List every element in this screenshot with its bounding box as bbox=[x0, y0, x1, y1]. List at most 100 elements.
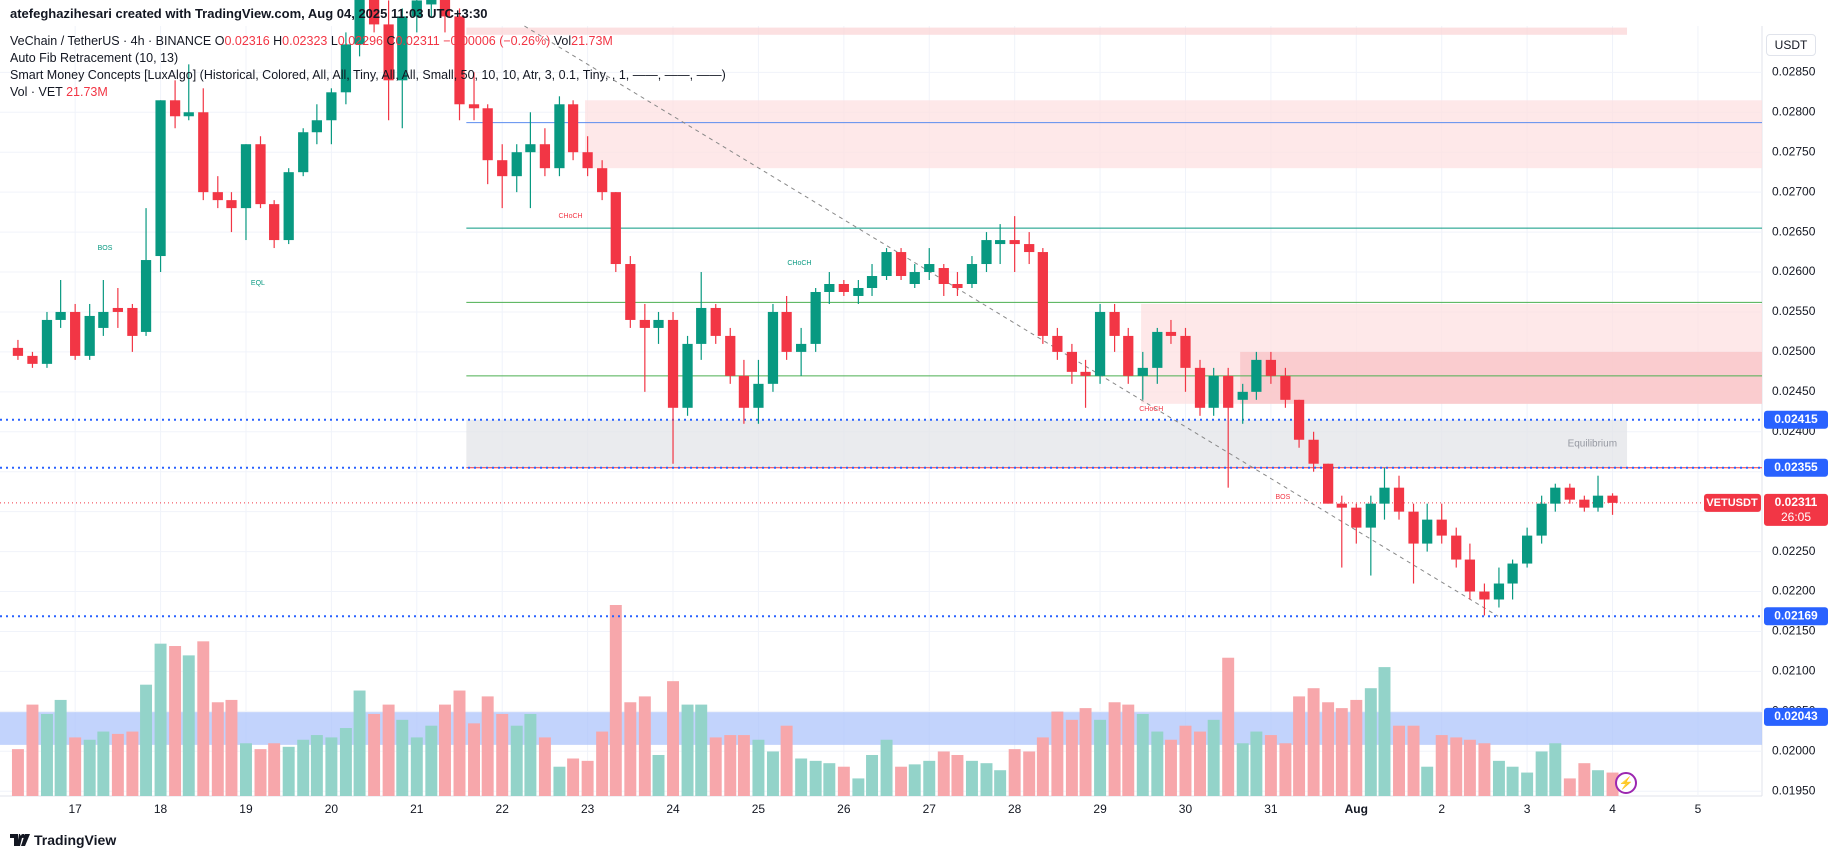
candle-body bbox=[1123, 335, 1134, 376]
candle-body bbox=[1037, 252, 1048, 336]
candle-body bbox=[1536, 503, 1547, 536]
countdown: 26:05 bbox=[1781, 510, 1811, 524]
price-tag: 0.02415 bbox=[1774, 412, 1818, 426]
currency[interactable]: USDT bbox=[1766, 34, 1816, 56]
x-tick-label: 25 bbox=[752, 802, 766, 816]
candle-body bbox=[1479, 591, 1490, 600]
volume-bar bbox=[980, 763, 993, 796]
candle-body bbox=[340, 44, 352, 93]
candle-body bbox=[1464, 559, 1476, 592]
legend-main: VeChain / TetherUS · 4h · BINANCE O0.023… bbox=[10, 34, 613, 48]
candle-body bbox=[1607, 495, 1618, 503]
volume-bar bbox=[40, 713, 53, 796]
volume-bar bbox=[1307, 688, 1320, 796]
volume-bar bbox=[154, 643, 167, 796]
volume-bar bbox=[496, 713, 509, 796]
volume-bar bbox=[1264, 735, 1277, 796]
volume-bar bbox=[410, 737, 423, 796]
ohlc-label: H bbox=[273, 34, 283, 48]
volume-bar bbox=[1250, 731, 1263, 796]
price-tag-box bbox=[1764, 493, 1828, 526]
candle-body bbox=[1365, 503, 1376, 528]
volume-bar bbox=[809, 760, 822, 796]
zone bbox=[466, 27, 1628, 35]
price-tag-box bbox=[1764, 607, 1828, 626]
candle-body bbox=[298, 132, 309, 173]
candle-body bbox=[354, 0, 365, 45]
candle-body bbox=[1208, 375, 1219, 408]
volume-bar bbox=[1094, 719, 1107, 796]
volume-bar bbox=[823, 763, 836, 796]
candle-body bbox=[1194, 367, 1206, 408]
volume-bar bbox=[353, 690, 366, 796]
x-tick-label: 17 bbox=[68, 802, 82, 816]
candle-body bbox=[112, 307, 123, 312]
volume-bar bbox=[83, 739, 96, 796]
candle-body bbox=[1308, 439, 1319, 464]
alert-icon[interactable]: ⚡ bbox=[1615, 772, 1637, 794]
candle-body bbox=[1109, 311, 1120, 336]
candle-body bbox=[397, 16, 408, 81]
volume-bar bbox=[1122, 704, 1135, 796]
candle-body bbox=[1052, 335, 1063, 352]
volume-bar bbox=[211, 702, 224, 796]
candle-body bbox=[966, 264, 978, 284]
candle-body bbox=[1180, 335, 1191, 368]
annotation: EQL bbox=[251, 280, 265, 287]
candle-body bbox=[1436, 519, 1447, 536]
volume-bar bbox=[524, 713, 537, 796]
candle-body bbox=[810, 291, 821, 344]
candle-body bbox=[1550, 487, 1561, 504]
candle-body bbox=[1521, 535, 1533, 564]
y-tick-label: 0.02550 bbox=[1772, 304, 1816, 318]
volume-bar bbox=[325, 737, 338, 796]
x-tick-label: 23 bbox=[581, 802, 595, 816]
candle-body bbox=[710, 307, 721, 336]
volume-bar bbox=[1051, 711, 1064, 796]
volume-bar bbox=[553, 766, 566, 796]
volume-bar bbox=[737, 735, 750, 796]
x-tick-label: 3 bbox=[1524, 802, 1531, 816]
ohlc-value: 0.02323 bbox=[282, 34, 328, 48]
candle-body bbox=[1024, 244, 1035, 253]
y-tick-label: 0.02650 bbox=[1772, 224, 1816, 238]
x-tick-label: 24 bbox=[666, 802, 680, 816]
candle-body bbox=[212, 192, 223, 201]
price-tag-box bbox=[1764, 410, 1828, 429]
volume-bar bbox=[382, 704, 395, 796]
volume-bar bbox=[1322, 702, 1335, 796]
candle-body bbox=[866, 276, 878, 288]
volume-bar bbox=[1207, 719, 1220, 796]
candle-body bbox=[1592, 495, 1604, 508]
volume-bar bbox=[111, 733, 124, 796]
annotation: BOS bbox=[98, 245, 113, 252]
volume-bar bbox=[837, 766, 850, 796]
candle-body bbox=[838, 283, 849, 292]
volume-bar bbox=[1164, 739, 1177, 796]
candle-body bbox=[1280, 375, 1291, 400]
volume-bar bbox=[254, 749, 267, 796]
ohlc-value: 0.02296 bbox=[337, 34, 383, 48]
candle-body bbox=[70, 311, 81, 356]
candle-body bbox=[1564, 487, 1575, 500]
y-tick-label: 0.02200 bbox=[1772, 584, 1816, 598]
y-tick-label: 0.02750 bbox=[1772, 144, 1816, 158]
price-tag-box bbox=[1764, 458, 1828, 477]
candle-body bbox=[454, 16, 465, 105]
candle-body bbox=[155, 100, 166, 257]
credit: atefeghazihesari created with TradingVie… bbox=[10, 6, 488, 21]
candle-body bbox=[753, 383, 764, 408]
volume-bar bbox=[1478, 743, 1491, 796]
candle-body bbox=[140, 260, 152, 332]
candle-body bbox=[169, 100, 181, 117]
x-tick-label: 27 bbox=[923, 802, 937, 816]
ohlc-label: C bbox=[386, 34, 396, 48]
volume-bar bbox=[951, 754, 964, 796]
volume-bar bbox=[1279, 743, 1292, 796]
volume-bar bbox=[453, 690, 466, 796]
volume-bar bbox=[425, 725, 438, 796]
indicator: Auto Fib Retracement (10, 13) bbox=[10, 51, 179, 65]
volume-bar bbox=[26, 704, 39, 796]
candle-body bbox=[738, 375, 750, 408]
